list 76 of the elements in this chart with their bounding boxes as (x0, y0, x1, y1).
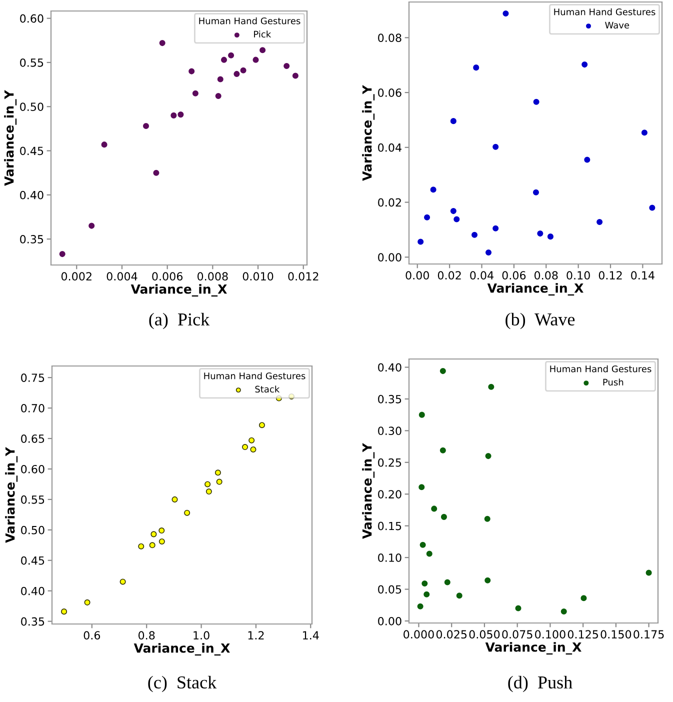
y-tick-label: 0.00 (378, 616, 402, 626)
y-tick-label: 0.40 (378, 363, 402, 372)
y-tick-label: 0.35 (20, 235, 44, 244)
y-tick-label: 0.04 (378, 143, 402, 152)
y-tick-label: 0.75 (21, 374, 44, 382)
x-tick-label: 0.012 (288, 272, 318, 281)
text: (d) Push (508, 676, 572, 692)
x-tick-label: 1.0 (194, 631, 210, 640)
y-tick-label: 0.30 (378, 426, 402, 436)
x-tick-label: 0.04 (470, 271, 494, 280)
y-tick-label: 0.50 (21, 526, 44, 534)
legend-label: Pick (254, 30, 272, 38)
y-tick-label: 0.02 (378, 198, 401, 207)
x-tick-label: 0.175 (634, 630, 664, 639)
y-tick-label: 0.10 (378, 554, 402, 562)
y-tick-label: 0.70 (21, 404, 44, 412)
y-tick-label: 0.08 (378, 34, 402, 42)
legend-label: Push (603, 378, 624, 386)
y-tick-label: 0.40 (20, 190, 44, 200)
x-axis-title: Variance_in_X (485, 642, 582, 655)
text: (b) Wave (506, 312, 575, 330)
x-tick-label: 0.8 (138, 631, 155, 640)
x-tick-label: 0.150 (600, 630, 632, 639)
y-axis-title: Variance_in_Y (362, 442, 375, 539)
x-tick-label: 0.008 (198, 272, 228, 281)
y-tick-label: 0.25 (378, 458, 402, 467)
x-tick-label: 0.06 (502, 271, 526, 280)
y-tick-label: 0.45 (21, 556, 44, 565)
x-tick-label: 0.00 (406, 271, 429, 280)
x-axis-title: Variance_in_X (487, 283, 584, 296)
y-tick-label: 0.15 (378, 522, 402, 530)
y-axis-title: Variance_in_Y (5, 446, 18, 543)
x-tick-label: 1.4 (303, 631, 319, 640)
x-axis-title: Variance_in_X (134, 643, 230, 656)
text: (c) Stack (148, 676, 217, 692)
x-tick-label: 0.000 (404, 630, 434, 639)
x-tick-label: 0.12 (598, 271, 622, 280)
legend-title: Human Hand Gestures (550, 365, 652, 372)
x-tick-label: 0.125 (568, 630, 598, 639)
x-tick-label: 0.006 (152, 272, 183, 281)
y-tick-label: 0.60 (20, 14, 44, 23)
y-tick-label: 0.20 (378, 490, 402, 498)
legend-title: Human Hand Gestures (199, 17, 300, 24)
x-tick-label: 0.14 (631, 271, 654, 280)
x-tick-label: 0.050 (469, 630, 500, 639)
x-tick-label: 0.075 (502, 630, 532, 639)
x-axis-title: Variance_in_X (130, 284, 227, 297)
x-tick-label: 0.08 (534, 271, 558, 280)
y-tick-label: 0.35 (21, 617, 44, 626)
x-tick-label: 0.010 (242, 272, 274, 281)
x-tick-label: 0.10 (566, 271, 590, 280)
x-tick-label: 0.002 (61, 272, 92, 281)
y-tick-label: 0.55 (20, 58, 44, 67)
y-tick-label: 0.06 (378, 88, 402, 97)
y-axis-title: Variance_in_Y (362, 84, 375, 181)
legend-label: Wave (605, 22, 630, 29)
x-tick-label: 0.6 (84, 631, 100, 640)
legend-label: Stack (255, 386, 280, 393)
x-tick-label: 0.004 (106, 272, 138, 281)
y-tick-label: 0.65 (21, 434, 44, 443)
y-axis-title: Variance_in_Y (4, 90, 17, 186)
legend-title: Human Hand Gestures (204, 372, 306, 380)
y-tick-label: 0.50 (20, 102, 44, 111)
text: (a) Pick (149, 312, 210, 330)
x-tick-label: 0.025 (436, 630, 467, 639)
legend-title: Human Hand Gestures (554, 8, 656, 16)
x-tick-label: 0.100 (535, 630, 566, 639)
x-tick-label: 0.02 (438, 271, 461, 280)
y-tick-label: 0.35 (378, 394, 402, 404)
x-tick-label: 1.2 (248, 631, 264, 640)
y-tick-label: 0.00 (378, 253, 402, 262)
y-tick-label: 0.60 (21, 464, 44, 474)
y-tick-label: 0.45 (20, 146, 44, 156)
y-tick-label: 0.05 (378, 585, 402, 594)
y-tick-label: 0.40 (21, 586, 44, 596)
y-tick-label: 0.55 (21, 495, 44, 504)
